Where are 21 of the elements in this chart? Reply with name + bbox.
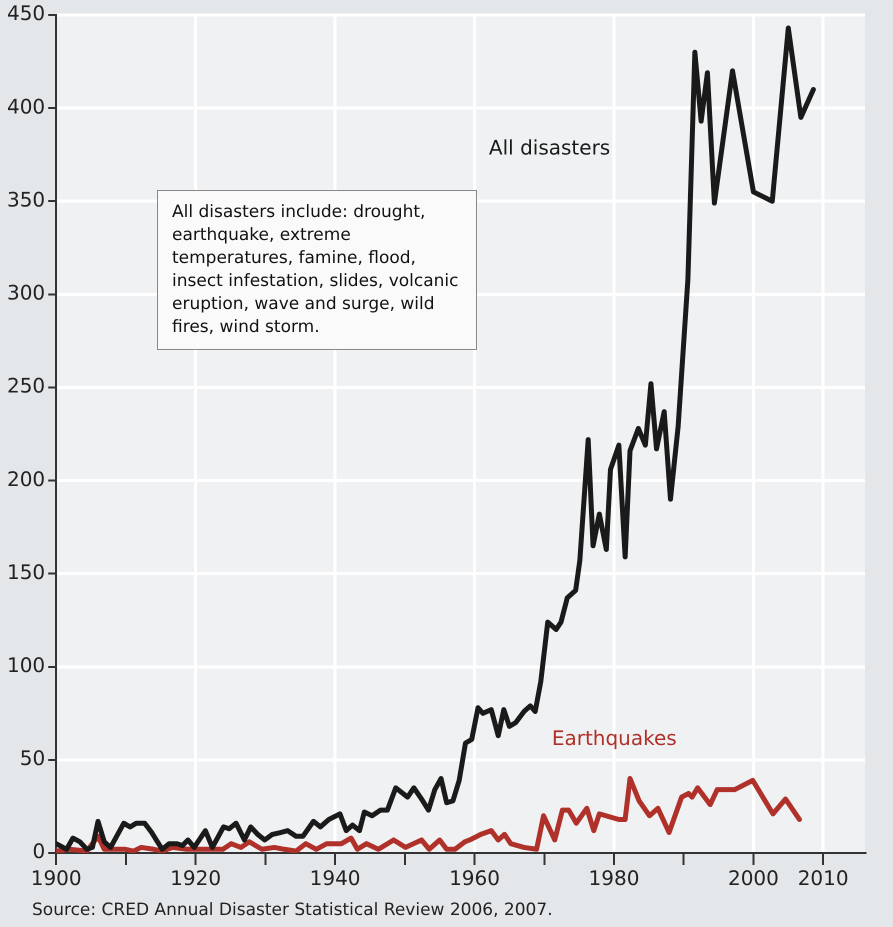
y-tick-label: 450: [6, 1, 46, 26]
x-tick-label: 1980: [588, 866, 640, 890]
y-tick-label: 200: [6, 466, 46, 491]
text: Earthquakes: [552, 726, 677, 750]
text: All disasters: [488, 135, 610, 160]
y-tick-label: 350: [6, 187, 46, 212]
y-tick-label: 150: [6, 560, 46, 584]
x-tick-label: 1900: [30, 866, 82, 890]
x-tick-label: 2000: [728, 866, 779, 890]
y-tick-label: 100: [6, 652, 46, 677]
x-tick-label: 2010: [798, 866, 849, 890]
x-tick-label: 1960: [449, 866, 500, 890]
y-tick-label: 50: [20, 746, 46, 770]
y-tick-label: 250: [6, 374, 46, 398]
x-tick-label: 1940: [310, 866, 361, 890]
annotation: All disasters include: drought, earthquake, extreme temperatures, famine, flood, insect infestation, slides, volcanic eruption, wave and surge, wild fires, wind storm.: [157, 190, 477, 350]
y-tick-label: 0: [32, 839, 46, 864]
y-tick-label: 300: [6, 280, 46, 305]
y-tick-label: 400: [6, 94, 46, 118]
source-note: Source: CRED Annual Disaster Statistical Review 2006, 2007.: [32, 900, 553, 920]
x-tick-label: 1920: [170, 866, 222, 890]
